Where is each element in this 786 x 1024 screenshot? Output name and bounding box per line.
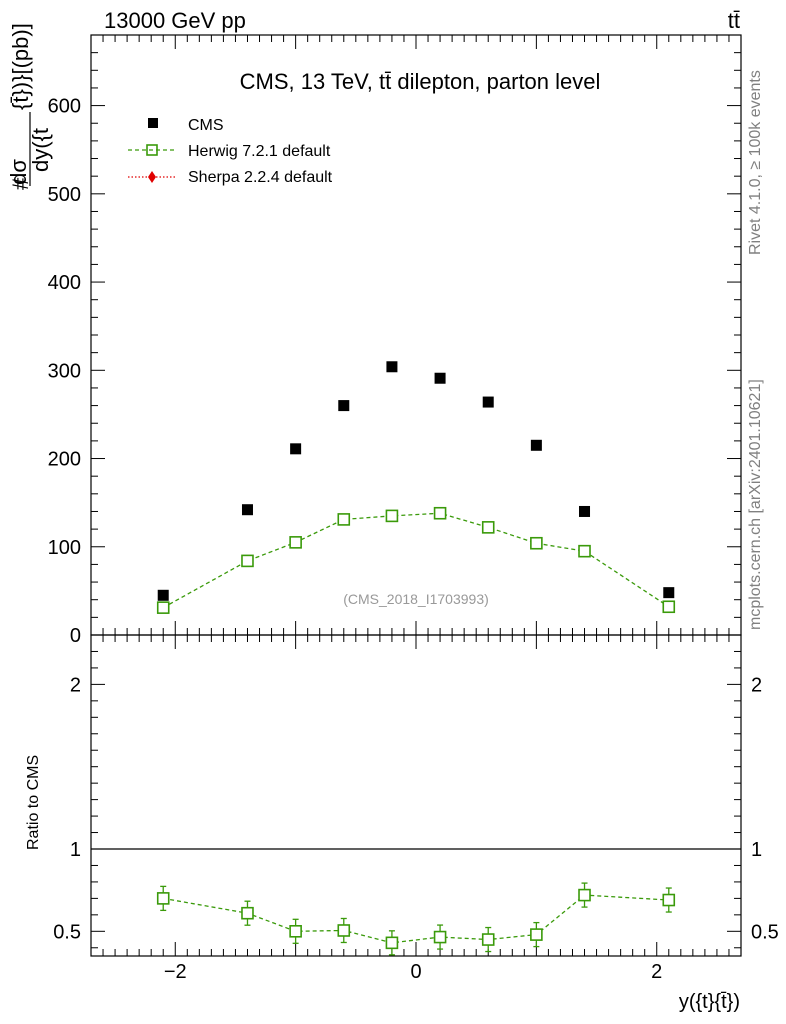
cms-point bbox=[579, 505, 591, 517]
x-tick-label: −2 bbox=[164, 961, 187, 983]
main-panel: 0 100 200 300 400 500 600 CMS, 13 TeV, tt̄ dil… bbox=[48, 34, 742, 647]
ratio-herwig-point bbox=[385, 936, 399, 950]
herwig-point bbox=[530, 536, 543, 550]
ratio-herwig-point bbox=[156, 892, 170, 905]
main-y-tick-label: 500 bbox=[48, 184, 81, 206]
herwig-point bbox=[385, 509, 399, 523]
cms-point bbox=[157, 589, 169, 601]
header-right-label: tt̄ bbox=[728, 8, 740, 33]
ylabel-suffix: {t̄})}[(pb)] bbox=[8, 23, 33, 110]
ratio-herwig-point bbox=[481, 933, 495, 946]
ratio-herwig-point bbox=[289, 925, 302, 938]
analysis-label: (CMS_2018_I1703993) bbox=[343, 591, 489, 607]
main-y-tick-label: 100 bbox=[48, 537, 81, 559]
x-tick-label: 0 bbox=[410, 961, 421, 983]
ratio-herwig-point bbox=[530, 928, 543, 941]
herwig-point bbox=[578, 544, 591, 558]
main-y-tick-label: 600 bbox=[48, 96, 81, 118]
legend-herwig-marker bbox=[146, 144, 158, 156]
cms-point bbox=[290, 443, 302, 455]
header-left-label: 13000 GeV pp bbox=[104, 8, 246, 33]
herwig-point bbox=[241, 554, 254, 568]
legend-herwig-label: Herwig 7.2.1 default bbox=[188, 143, 331, 160]
mcplots-label: mcplots.cern.ch [arXiv:2401.10621] bbox=[747, 379, 764, 630]
ratio-y-tick-label: 2 bbox=[70, 674, 81, 696]
main-axis-ticks bbox=[90, 34, 742, 636]
ratio-axis-ticks bbox=[90, 634, 742, 956]
main-y-tick-label: 0 bbox=[70, 625, 81, 647]
rivet-label: Rivet 4.1.0, ≥ 100k events bbox=[747, 70, 764, 255]
ratio-y-tick-label-right: 0.5 bbox=[751, 921, 779, 943]
herwig-point bbox=[156, 601, 170, 614]
herwig-point bbox=[481, 521, 495, 534]
legend: CMS Herwig 7.2.1 default Sherpa 2.2.4 de… bbox=[128, 117, 333, 186]
cms-point bbox=[663, 587, 675, 599]
cms-point bbox=[386, 361, 398, 373]
legend-cms-label: CMS bbox=[188, 117, 224, 134]
x-tick-label: 2 bbox=[651, 961, 662, 983]
legend-cms-marker bbox=[148, 118, 158, 128]
legend-sherpa-marker bbox=[148, 171, 156, 183]
ratio-y-tick-label: 1 bbox=[70, 839, 81, 861]
main-series bbox=[156, 361, 676, 614]
ratio-y-tick-labels: 0.5 0.5 1 1 2 2 bbox=[53, 674, 779, 943]
ratio-panel: 0.5 0.5 1 1 2 2 Ratio to CMS bbox=[25, 634, 779, 957]
ratio-series bbox=[156, 882, 676, 956]
ylabel-prefix: # bbox=[8, 177, 33, 190]
herwig-point bbox=[289, 536, 302, 549]
ratio-y-tick-label-right: 2 bbox=[751, 674, 762, 696]
ratio-frame bbox=[90, 634, 742, 957]
cms-point bbox=[241, 504, 253, 516]
ratio-herwig-point bbox=[578, 888, 591, 902]
ratio-herwig-point bbox=[337, 924, 351, 937]
herwig-point bbox=[433, 506, 447, 520]
ratio-herwig-point bbox=[662, 893, 676, 907]
main-y-tick-label: 400 bbox=[48, 272, 81, 294]
herwig-point bbox=[337, 513, 351, 526]
cms-point bbox=[338, 400, 350, 412]
x-tick-labels: −2 0 2 bbox=[164, 961, 662, 983]
ratio-y-axis-label: Ratio to CMS bbox=[25, 755, 42, 850]
x-axis-label: y({t}{t̄}) bbox=[679, 991, 740, 1013]
main-y-tick-label: 300 bbox=[48, 360, 81, 382]
legend-sherpa-label: Sherpa 2.2.4 default bbox=[188, 169, 333, 186]
herwig-line bbox=[162, 512, 670, 609]
ratio-herwig-point bbox=[241, 906, 254, 920]
plot-title: CMS, 13 TeV, tt̄ dilepton, parton level bbox=[240, 69, 601, 94]
herwig-point bbox=[662, 600, 676, 614]
ratio-herwig-line bbox=[163, 894, 669, 944]
cms-point bbox=[482, 396, 494, 408]
ratio-y-tick-label: 0.5 bbox=[53, 921, 81, 943]
ylabel-denominator: dy({t bbox=[28, 128, 53, 172]
main-y-tick-label: 200 bbox=[48, 449, 81, 471]
ratio-y-tick-label-right: 1 bbox=[751, 839, 762, 861]
cms-point bbox=[530, 439, 542, 451]
main-y-tick-labels: 0 100 200 300 400 500 600 bbox=[48, 96, 81, 647]
cms-point bbox=[434, 372, 446, 384]
ylabel-numerator: dσ bbox=[6, 159, 31, 185]
main-y-axis-label: # dσ dy({t {t̄})}[(pb)] bbox=[6, 23, 53, 190]
ratio-herwig-point bbox=[433, 930, 447, 944]
